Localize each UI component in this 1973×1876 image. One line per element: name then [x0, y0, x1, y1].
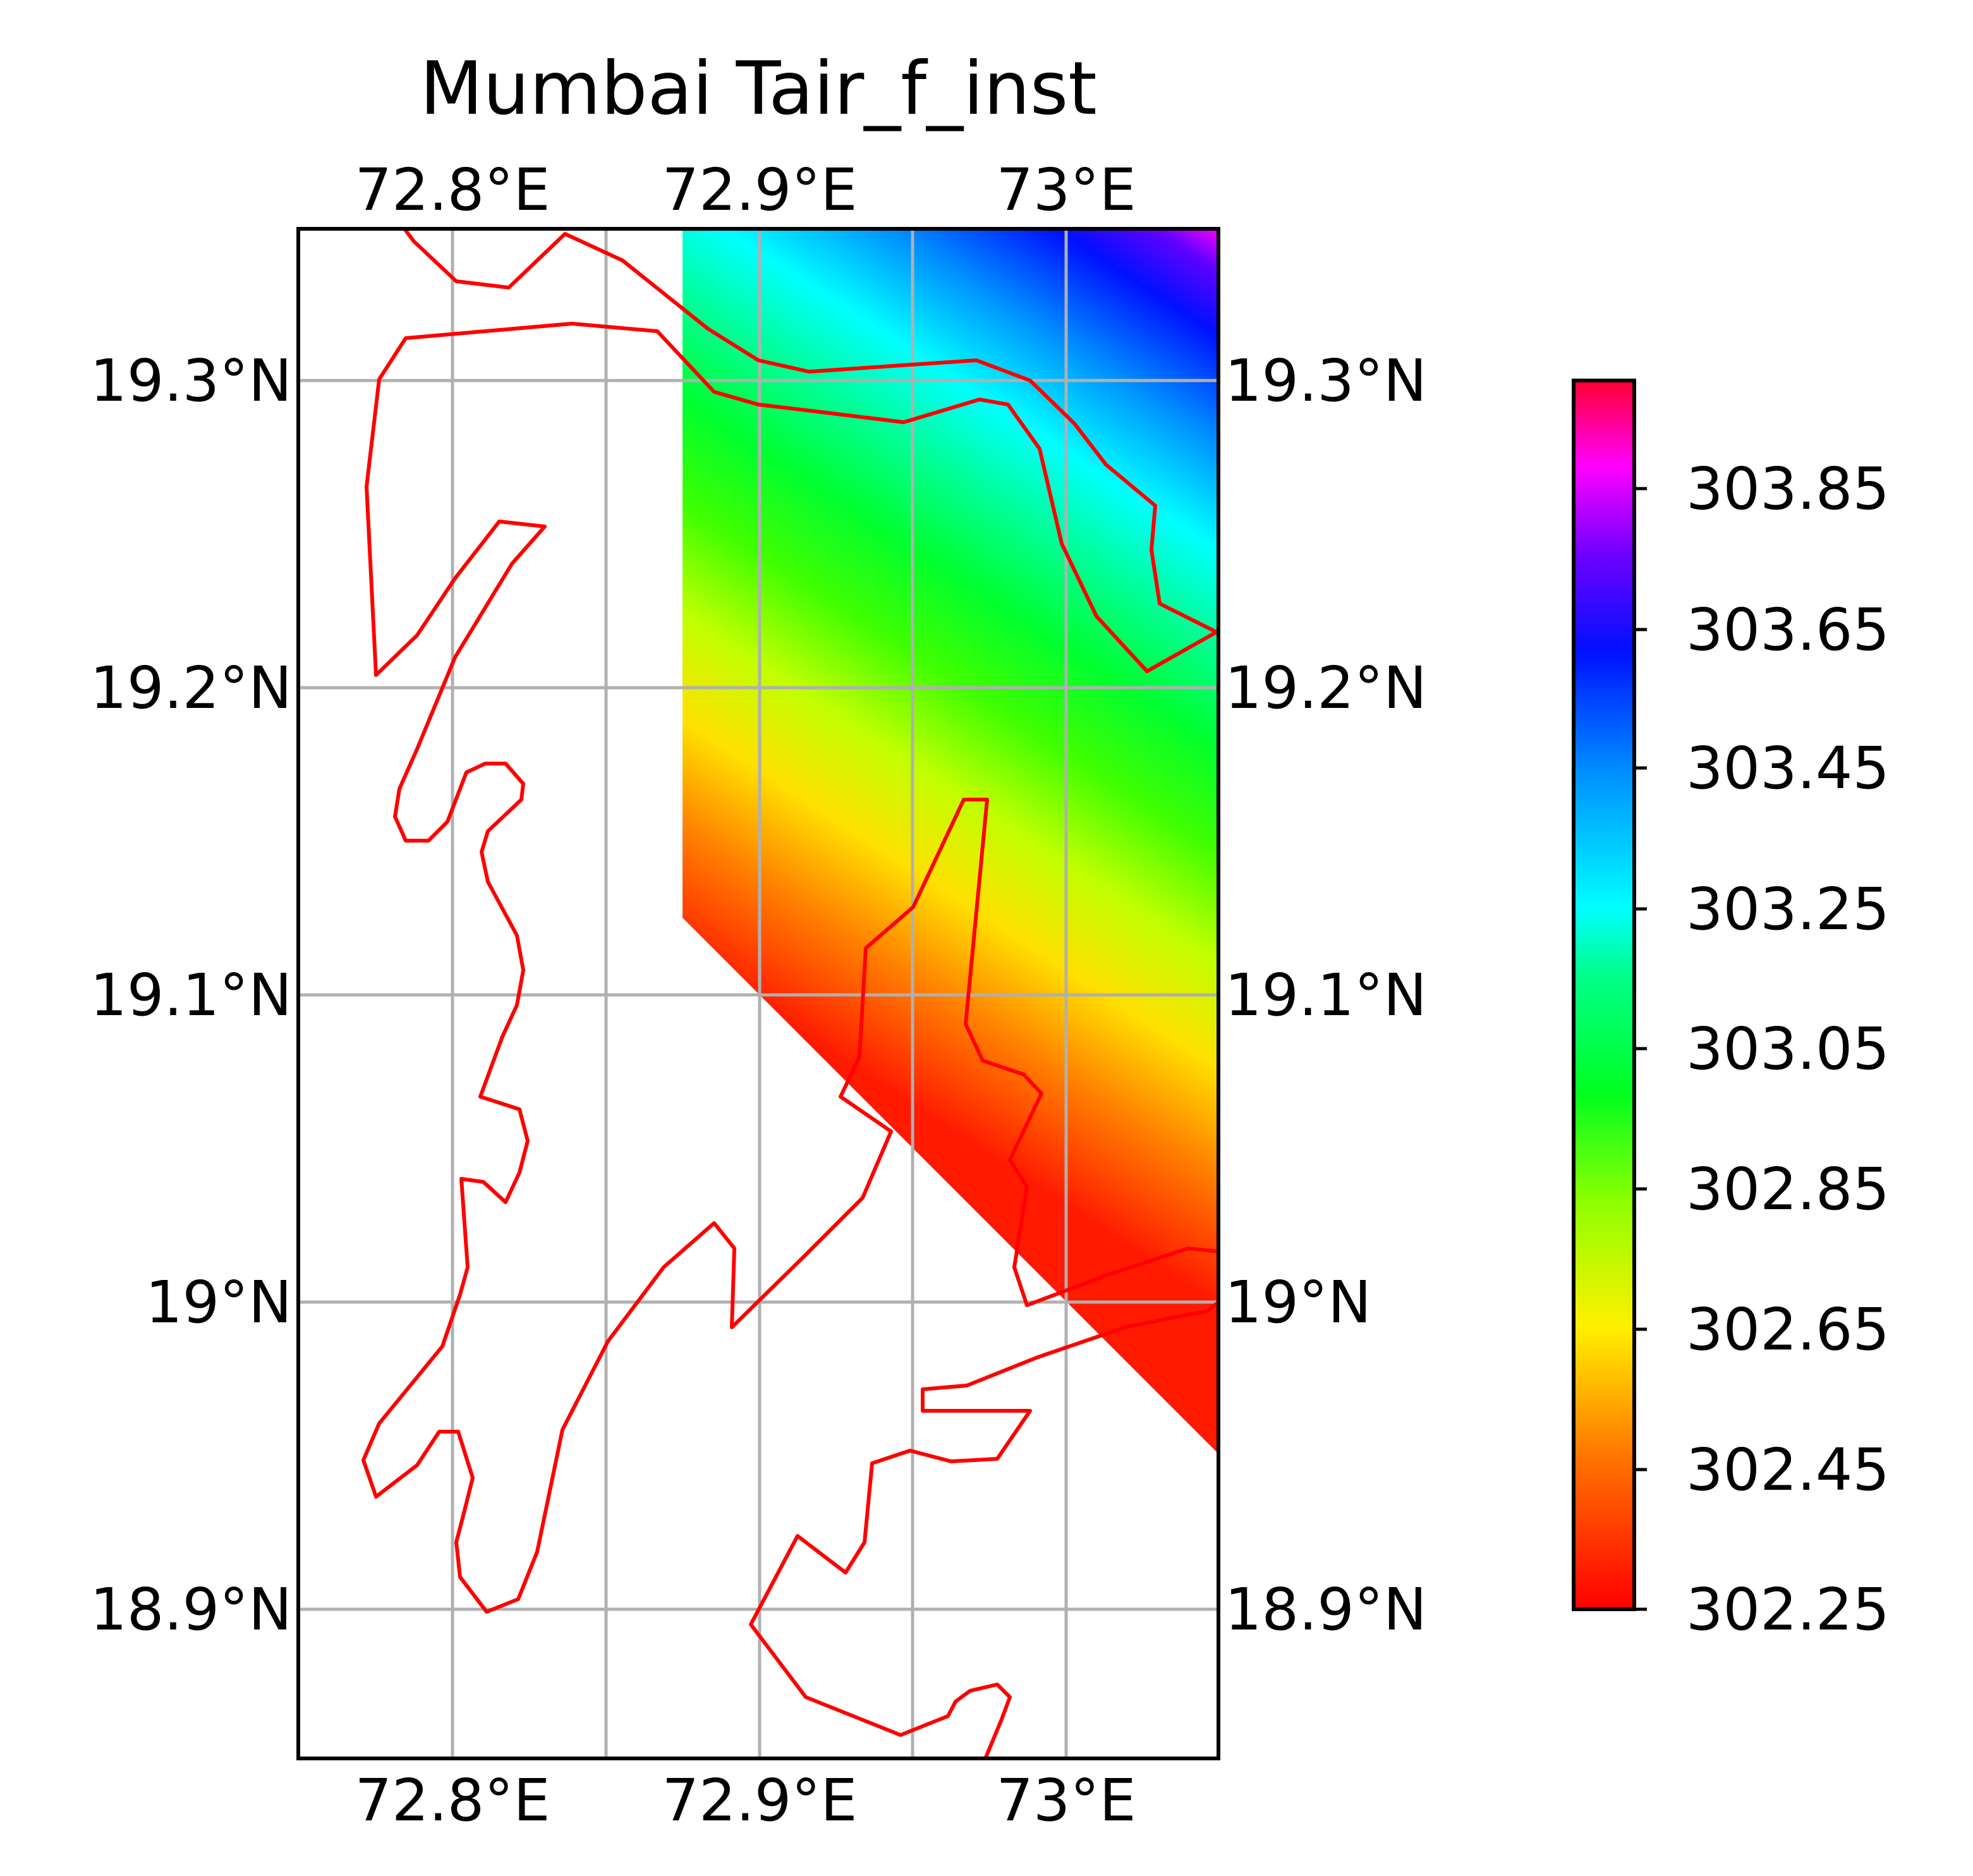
lat-tick-left-1: 19.2°N	[90, 654, 292, 722]
lat-tick-right-1: 19.2°N	[1225, 654, 1427, 722]
colorbar-tick-labels: 303.85 303.65 303.45 303.25 303.05 302.8…	[1686, 455, 1890, 1643]
lat-ticks-right: 19.3°N 19.2°N 19.1°N 19°N 18.9°N	[1225, 347, 1427, 1643]
temperature-field	[683, 229, 1218, 1454]
lat-tick-right-3: 19°N	[1225, 1269, 1371, 1336]
colorbar: 303.85 303.65 303.45 303.25 303.05 302.8…	[1572, 379, 1890, 1643]
lat-tick-left-0: 19.3°N	[90, 347, 292, 415]
coastlines	[361, 229, 1218, 1758]
lon-tick-bottom-1: 72.9°E	[662, 1767, 858, 1834]
lon-ticks-bottom: 72.8°E 72.9°E 73°E	[355, 1767, 1136, 1834]
lon-tick-top-2: 73°E	[996, 156, 1136, 224]
lon-tick-bottom-2: 73°E	[996, 1767, 1136, 1834]
colorbar-tick-3: 303.25	[1686, 875, 1890, 943]
colorbar-bar	[1572, 379, 1636, 1611]
lat-tick-left-3: 19°N	[145, 1269, 292, 1336]
colorbar-tick-8: 302.25	[1686, 1576, 1890, 1643]
lon-ticks-top: 72.8°E 72.9°E 73°E	[355, 156, 1136, 224]
coastline-north	[361, 229, 1218, 1614]
lat-tick-right-4: 18.9°N	[1225, 1576, 1427, 1643]
lat-tick-left-2: 19.1°N	[90, 961, 292, 1029]
lon-tick-top-1: 72.9°E	[662, 156, 858, 224]
colorbar-tick-4: 303.05	[1686, 1015, 1890, 1083]
axes-frame	[296, 227, 1220, 1760]
colorbar-tick-0: 303.85	[1686, 455, 1890, 523]
lat-tick-right-0: 19.3°N	[1225, 347, 1427, 415]
colorbar-tick-1: 303.65	[1686, 596, 1890, 664]
lat-tick-right-2: 19.1°N	[1225, 961, 1427, 1029]
lat-tick-left-4: 18.9°N	[90, 1576, 292, 1643]
colorbar-tick-6: 302.65	[1686, 1296, 1890, 1363]
lon-tick-top-0: 72.8°E	[355, 156, 550, 224]
colorbar-tick-5: 302.85	[1686, 1155, 1890, 1223]
lon-tick-bottom-0: 72.8°E	[355, 1767, 550, 1834]
colorbar-tick-7: 302.45	[1686, 1436, 1890, 1504]
map-axes	[298, 229, 1218, 1758]
map-title: Mumbai Tair_f_inst	[420, 46, 1097, 131]
colorbar-tick-2: 303.45	[1686, 734, 1890, 802]
colorbar-ticks	[1634, 487, 1647, 1611]
coastline-south	[749, 1300, 1218, 1758]
lat-ticks-left: 19.3°N 19.2°N 19.1°N 19°N 18.9°N	[90, 347, 292, 1643]
